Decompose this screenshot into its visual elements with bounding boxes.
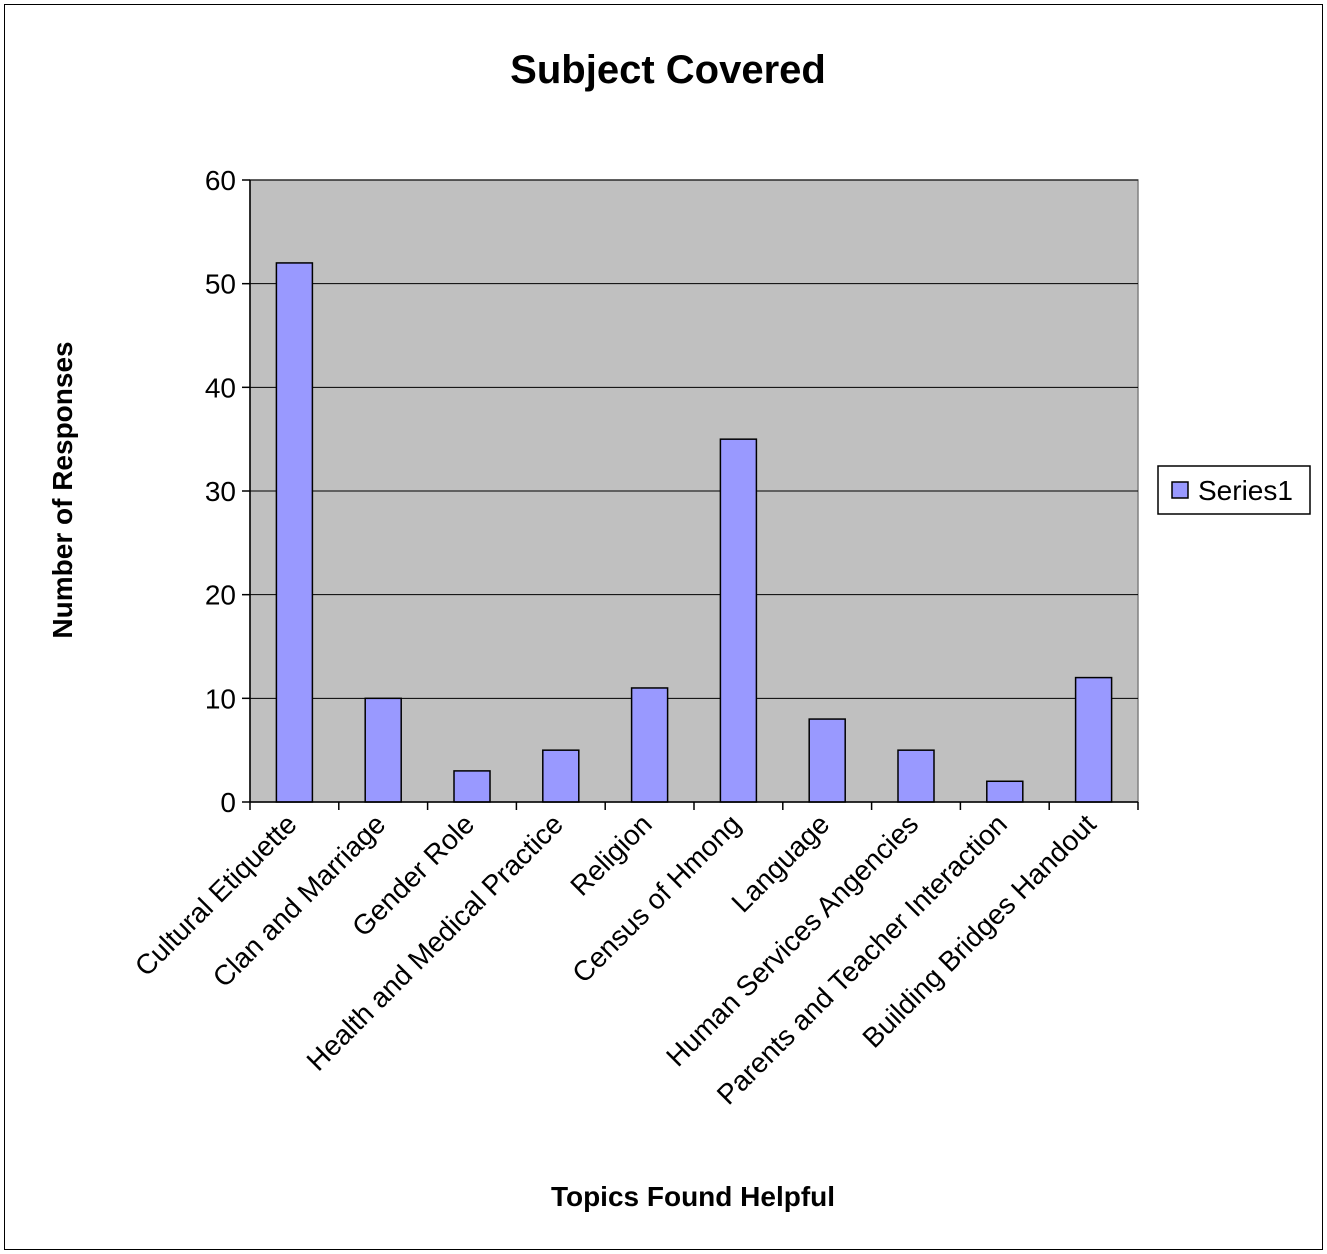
- y-tick-label: 0: [220, 787, 236, 818]
- legend-swatch: [1171, 481, 1189, 499]
- bar: [542, 749, 580, 803]
- y-tick-label: 20: [205, 580, 236, 611]
- y-axis: 0 10 20 30 40 50 60: [205, 165, 251, 818]
- bar: [897, 749, 935, 803]
- x-axis-title: Topics Found Helpful: [551, 1181, 835, 1212]
- bar: [630, 687, 669, 803]
- y-tick-label: 50: [205, 269, 236, 300]
- bar: [453, 770, 491, 803]
- bars: [275, 262, 1113, 803]
- bar: [986, 780, 1024, 803]
- bar: [1074, 676, 1113, 803]
- x-tick-label: Census of Hmong: [566, 808, 746, 988]
- bar: [808, 718, 846, 803]
- y-axis-title: Number of Responses: [47, 341, 78, 638]
- x-tick-label: Clan and Marriage: [207, 808, 392, 993]
- x-tick-label: Cultural Etiquette: [129, 808, 303, 982]
- x-tick-label: Religion: [564, 808, 657, 901]
- chart-title: Subject Covered: [510, 48, 826, 92]
- y-tick-label: 40: [205, 372, 236, 403]
- y-tick-label: 10: [205, 683, 236, 714]
- legend: Series1: [1157, 465, 1311, 515]
- y-tick-label: 60: [205, 165, 236, 196]
- bar: [275, 262, 314, 803]
- bar: [364, 697, 402, 803]
- y-tick-label: 30: [205, 476, 236, 507]
- bar: [719, 438, 758, 803]
- legend-label: Series1: [1198, 475, 1293, 506]
